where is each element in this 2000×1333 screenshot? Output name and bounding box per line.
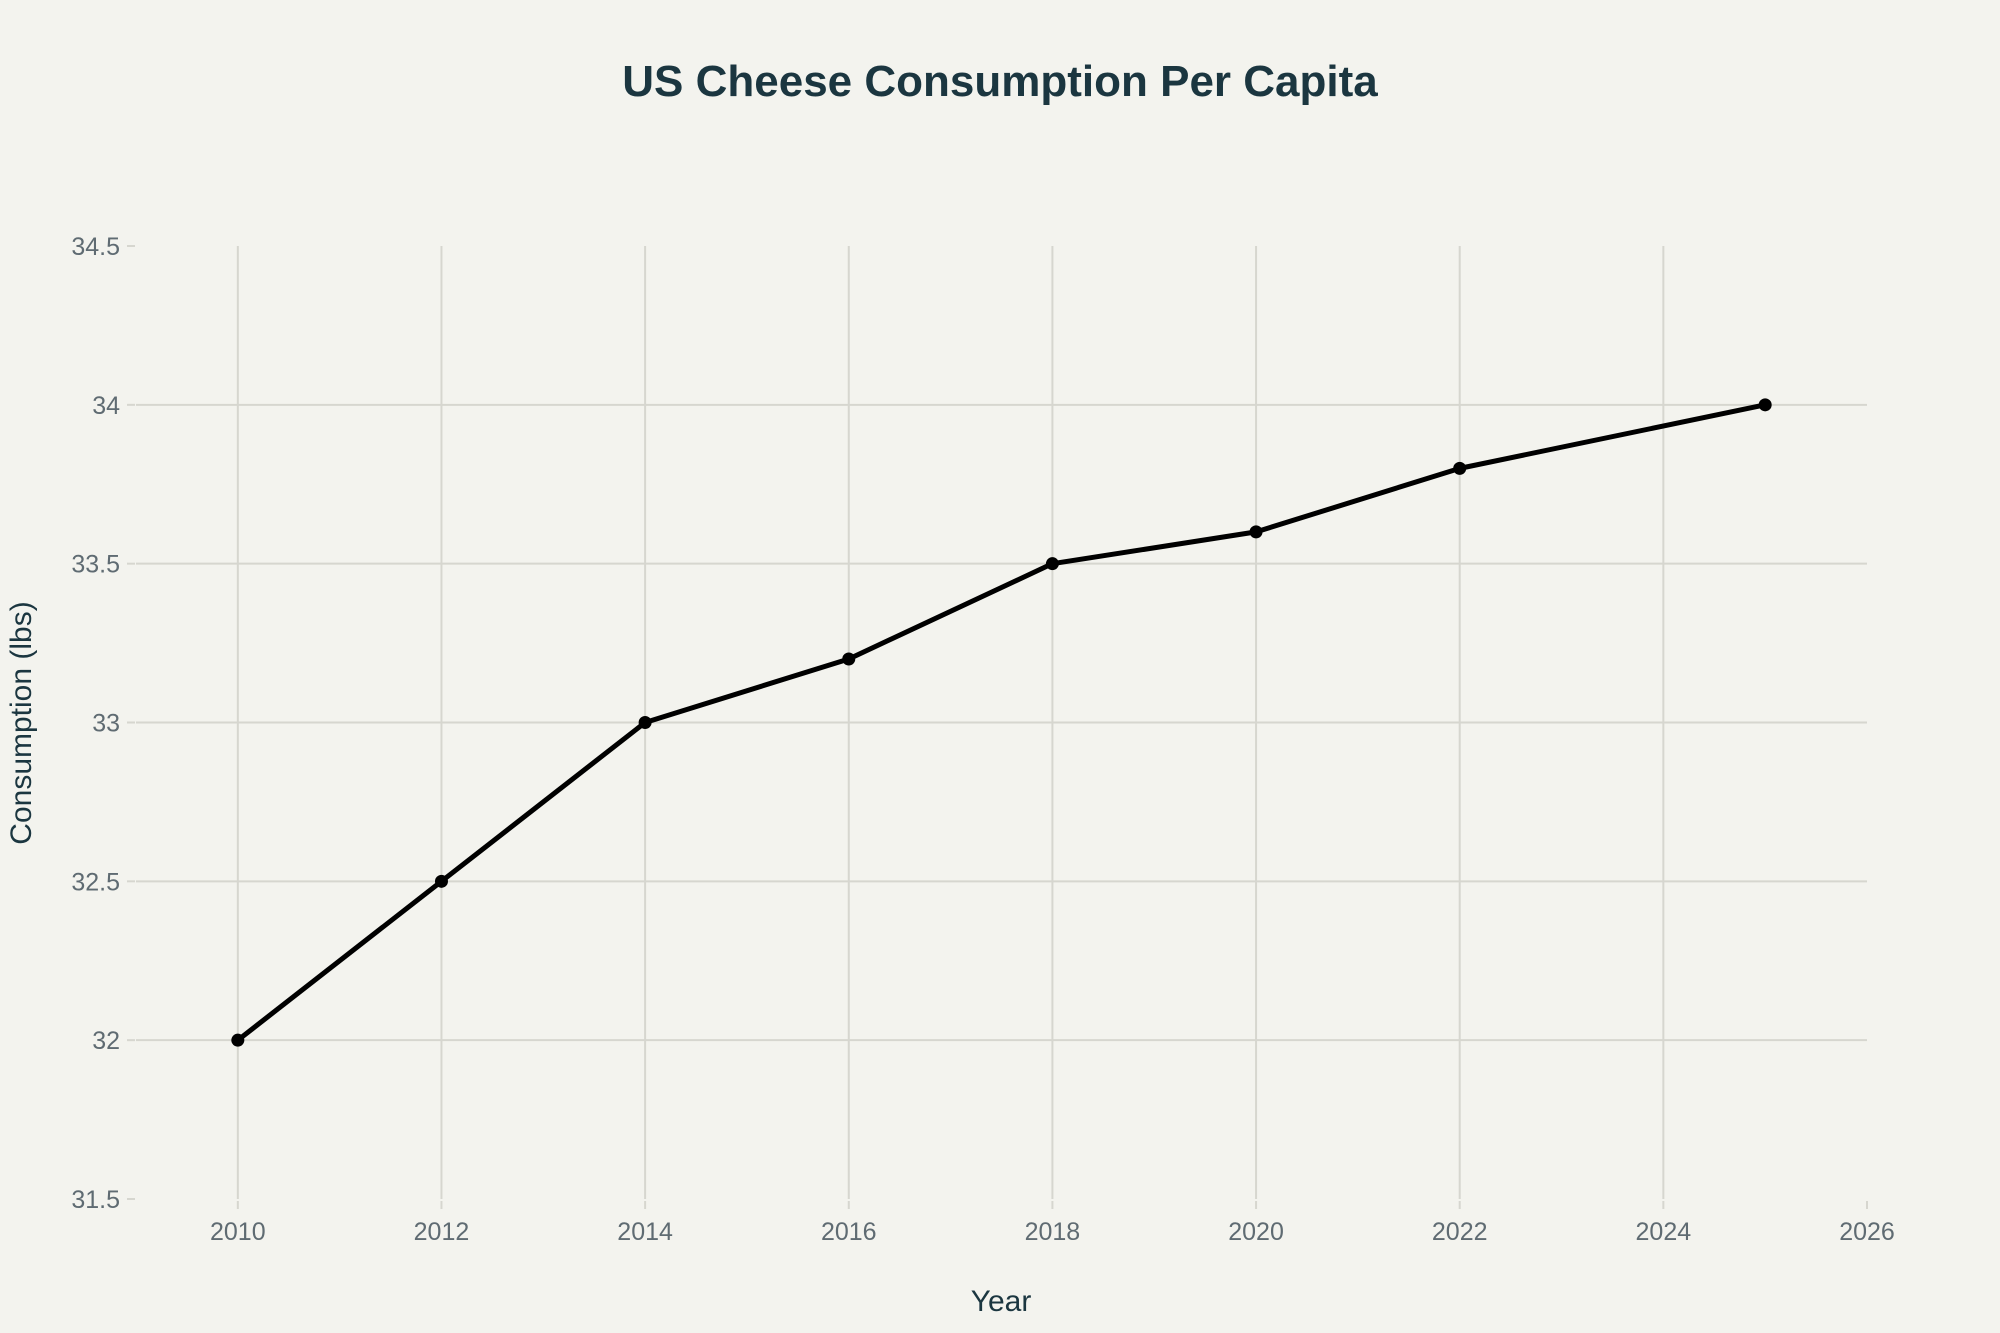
x-tick-label: 2012 bbox=[414, 1218, 470, 1246]
x-tick-label: 2014 bbox=[617, 1218, 673, 1246]
y-tick-label: 33.5 bbox=[71, 551, 120, 579]
x-tick-label: 2018 bbox=[1025, 1218, 1081, 1246]
data-point bbox=[231, 1033, 245, 1047]
series bbox=[231, 398, 1772, 1047]
data-point bbox=[1045, 557, 1059, 571]
data-point bbox=[638, 716, 652, 729]
x-tick-label: 2016 bbox=[821, 1218, 877, 1246]
y-tick-label: 34 bbox=[92, 392, 120, 420]
x-tick-label: 2026 bbox=[1839, 1218, 1895, 1246]
data-point bbox=[1249, 525, 1263, 539]
data-point bbox=[1758, 398, 1772, 412]
chart-title: US Cheese Consumption Per Capita bbox=[622, 57, 1378, 106]
y-tick-label: 32.5 bbox=[71, 868, 120, 896]
data-point bbox=[842, 652, 856, 666]
y-tick-label: 32 bbox=[92, 1027, 120, 1055]
y-tick-label: 34.5 bbox=[71, 233, 120, 261]
x-tick-label: 2020 bbox=[1228, 1218, 1284, 1246]
series-line bbox=[236, 402, 1766, 1043]
y-axis-title: Consumption (lbs) bbox=[5, 601, 38, 844]
x-tick-label: 2010 bbox=[210, 1218, 266, 1246]
x-tick-label: 2022 bbox=[1432, 1218, 1488, 1246]
y-tick-label: 33 bbox=[92, 710, 120, 738]
gridlines bbox=[136, 246, 1867, 1199]
x-tick-label: 2024 bbox=[1636, 1218, 1692, 1246]
data-point bbox=[1453, 461, 1467, 475]
data-point bbox=[434, 874, 448, 888]
axis-ticks: 2010 2012 2014 2016 2018 2020 2022 2024 2026 31.5… bbox=[71, 233, 1894, 1246]
y-tick-label: 31.5 bbox=[71, 1186, 120, 1214]
x-axis-title: Year bbox=[971, 1285, 1032, 1318]
